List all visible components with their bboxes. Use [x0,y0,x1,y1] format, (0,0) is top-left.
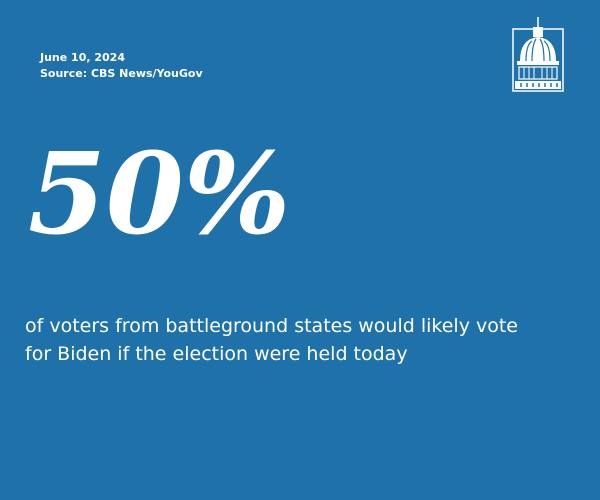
date: June 10, 2024 [40,51,125,64]
description-line: for Biden if the election were held toda… [25,343,408,365]
headline-stat: 50% [28,129,291,260]
source: Source: CBS News/YouGov [40,67,203,80]
logo [512,17,564,92]
description-line: of voters from battleground states would… [25,315,518,337]
